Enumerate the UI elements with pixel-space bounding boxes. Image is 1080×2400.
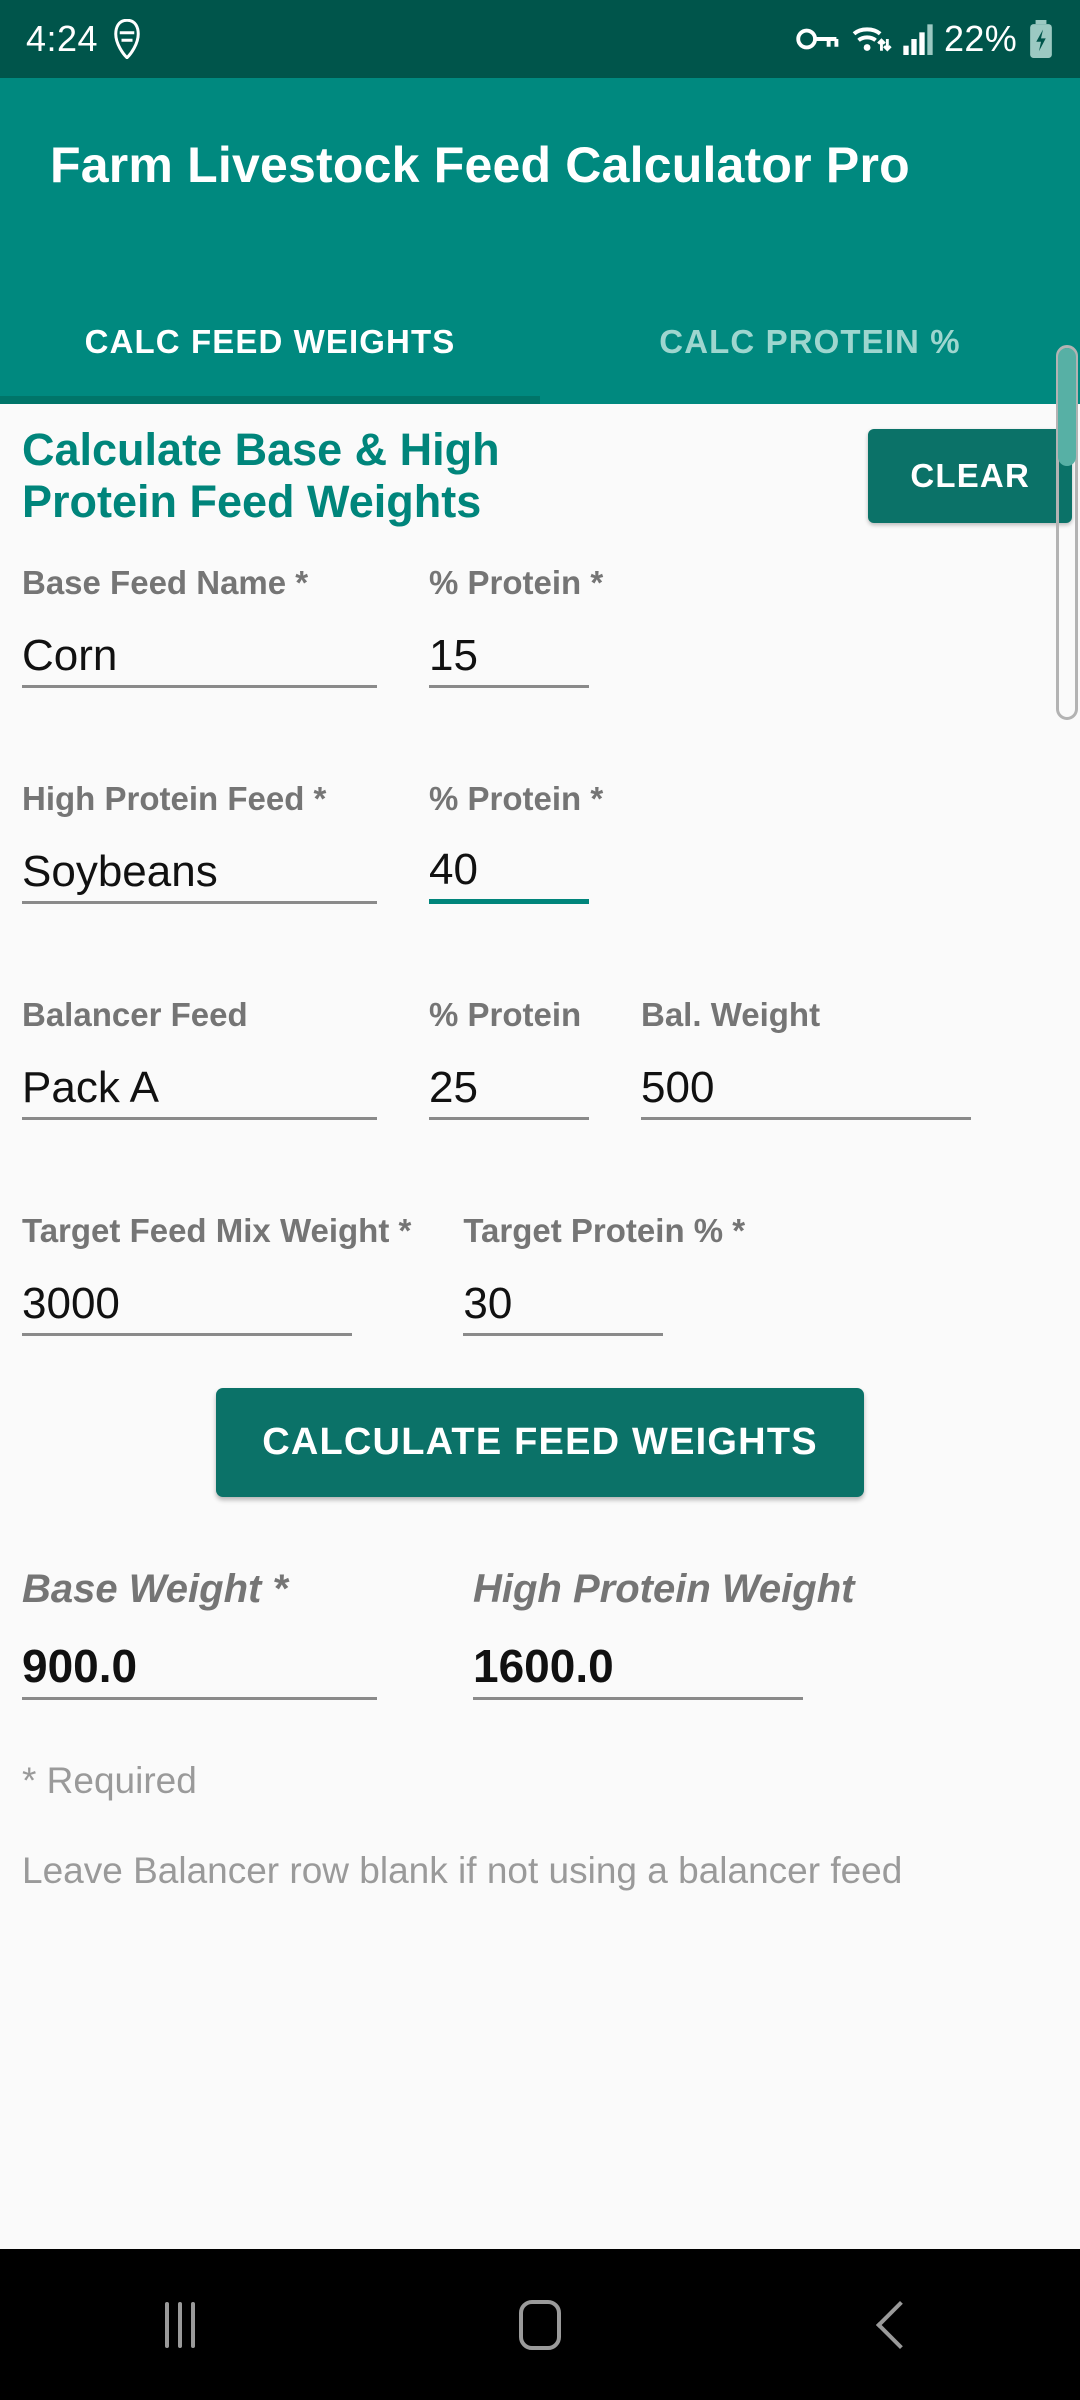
field-balancer-protein: % Protein 25 — [429, 996, 589, 1120]
recents-icon — [165, 2301, 195, 2348]
input-base-feed-name[interactable]: Corn — [22, 624, 377, 688]
input-target-protein[interactable]: 30 — [463, 1272, 664, 1336]
results-section: Base Weight * 900.0 High Protein Weight … — [0, 1567, 1080, 1700]
status-bar-left: 4:24 — [26, 18, 142, 60]
input-high-protein-percent[interactable]: 40 — [429, 840, 589, 904]
feed-form: Base Feed Name * Corn % Protein * 15 Hig… — [0, 564, 1080, 1497]
input-balancer-feed[interactable]: Pack A — [22, 1056, 377, 1120]
main-content: Calculate Base & High Protein Feed Weigh… — [0, 404, 1080, 2249]
location-icon — [114, 19, 140, 59]
note-required: * Required — [22, 1760, 197, 1801]
field-target-mix-weight: Target Feed Mix Weight * 3000 — [22, 1212, 411, 1336]
field-target-protein: Target Protein % * 30 — [463, 1212, 745, 1336]
label-balancer-weight: Bal. Weight — [641, 996, 821, 1033]
clock: 4:24 — [26, 18, 99, 59]
field-high-protein-percent: % Protein * 40 — [429, 780, 603, 904]
battery-percent: 22% — [944, 18, 1017, 59]
value-high-protein-weight[interactable]: 1600.0 — [473, 1636, 803, 1700]
scrollbar-track[interactable] — [1056, 345, 1078, 720]
field-high-protein-feed: High Protein Feed * Soybeans — [22, 780, 377, 904]
value-base-weight[interactable]: 900.0 — [22, 1636, 377, 1700]
label-base-protein: % Protein * — [429, 564, 604, 601]
scrollbar-thumb[interactable] — [1058, 348, 1076, 466]
vpn-key-icon — [796, 28, 839, 50]
row-spacer — [22, 694, 1058, 780]
nav-back-button[interactable] — [720, 2300, 1080, 2349]
input-target-mix-weight[interactable]: 3000 — [22, 1272, 352, 1336]
form-row-target: Target Feed Mix Weight * 3000 Target Pro… — [22, 1212, 1058, 1336]
label-high-protein-weight: High Protein Weight — [473, 1567, 855, 1611]
label-balancer-feed: Balancer Feed — [22, 996, 248, 1033]
wifi-icon — [852, 27, 892, 52]
row-spacer — [22, 910, 1058, 996]
note-balancer: Leave Balancer row blank if not using a … — [22, 1850, 903, 1891]
label-base-weight: Base Weight * — [22, 1567, 288, 1611]
form-row-high-protein-feed: High Protein Feed * Soybeans % Protein *… — [22, 780, 1058, 904]
label-high-protein-feed: High Protein Feed * — [22, 780, 327, 817]
label-high-protein-percent: % Protein * — [429, 780, 604, 817]
label-target-mix-weight: Target Feed Mix Weight * — [22, 1212, 412, 1249]
label-balancer-protein: % Protein — [429, 996, 582, 1033]
page-title: Calculate Base & High Protein Feed Weigh… — [22, 424, 500, 527]
row-spacer — [22, 1126, 1058, 1212]
battery-charging-icon — [1030, 20, 1052, 58]
input-base-protein[interactable]: 15 — [429, 624, 589, 688]
nav-home-button[interactable] — [360, 2299, 720, 2350]
label-target-protein: Target Protein % * — [463, 1212, 746, 1249]
tab-calc-protein-percent[interactable]: CALC PROTEIN % — [659, 323, 961, 360]
tab-bar: CALC FEED WEIGHTS CALC PROTEIN % — [0, 280, 1080, 404]
android-navigation-bar — [0, 2249, 1080, 2400]
input-balancer-weight[interactable]: 500 — [641, 1056, 971, 1120]
calculate-button-wrapper: CALCULATE FEED WEIGHTS — [22, 1388, 1058, 1497]
clear-button[interactable]: CLEAR — [868, 429, 1072, 523]
app-title: Farm Livestock Feed Calculator Pro — [50, 137, 910, 193]
field-base-feed-name: Base Feed Name * Corn — [22, 564, 377, 688]
result-high-protein-weight: High Protein Weight 1600.0 — [473, 1567, 854, 1700]
section-header: Calculate Base & High Protein Feed Weigh… — [0, 404, 1080, 564]
tab-calc-feed-weights[interactable]: CALC FEED WEIGHTS — [0, 280, 540, 404]
form-row-balancer: Balancer Feed Pack A % Protein 25 Bal. W… — [22, 996, 1058, 1120]
app-bar: Farm Livestock Feed Calculator Pro CALC … — [0, 78, 1080, 404]
home-icon — [519, 2299, 561, 2350]
status-bar: 4:24 22% — [0, 0, 1080, 78]
input-high-protein-feed[interactable]: Soybeans — [22, 840, 377, 904]
calculate-feed-weights-button[interactable]: CALCULATE FEED WEIGHTS — [216, 1388, 864, 1497]
result-base-weight: Base Weight * 900.0 — [22, 1567, 377, 1700]
status-bar-right: 22% — [795, 18, 1054, 60]
input-balancer-protein[interactable]: 25 — [429, 1056, 589, 1120]
back-icon — [875, 2300, 925, 2349]
notes-section: * Required Leave Balancer row blank if n… — [0, 1760, 1080, 1892]
signal-bars-icon — [903, 24, 933, 55]
form-row-base-feed: Base Feed Name * Corn % Protein * 15 — [22, 564, 1058, 688]
nav-recents-button[interactable] — [0, 2301, 360, 2348]
field-base-protein: % Protein * 15 — [429, 564, 603, 688]
label-base-feed-name: Base Feed Name * — [22, 564, 309, 601]
field-balancer-feed: Balancer Feed Pack A — [22, 996, 377, 1120]
field-balancer-weight: Bal. Weight 500 — [641, 996, 971, 1120]
